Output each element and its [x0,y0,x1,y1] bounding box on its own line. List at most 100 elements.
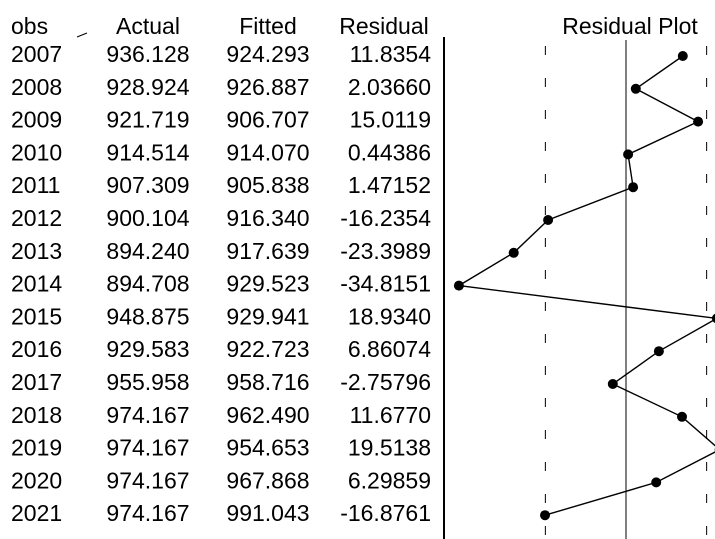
fitted-cell: 954.653 [226,435,309,461]
header-residual: Residual [339,13,429,39]
actual-cell: 900.104 [106,205,189,231]
obs-cell: 2008 [11,74,62,100]
fitted-cell: 924.293 [226,41,309,67]
residual-cell: 2.03660 [348,74,431,100]
actual-cell: 948.875 [106,303,189,329]
actual-cell: 974.167 [106,467,189,493]
residual-point [651,477,662,488]
obs-cell: 2021 [11,500,62,526]
residual-cell: -16.2354 [340,205,431,231]
obs-cell: 2020 [11,467,62,493]
fitted-cell: 905.838 [226,172,309,198]
header-obs: obs [11,13,48,39]
actual-cell: 907.309 [106,172,189,198]
residual-cell: 15.0119 [350,107,431,133]
residual-point [628,182,639,193]
fitted-cell: 917.639 [226,238,309,264]
residual-point [543,215,554,225]
actual-cell: 955.958 [106,369,189,395]
obs-cell: 2011 [11,172,60,198]
residual-point [693,116,704,127]
fitted-cell: 929.941 [226,303,309,329]
table-rows: 2007 936.128 924.293 11.8354 2008 928.924 926.… [11,41,431,526]
obs-cell: 2019 [11,435,62,461]
table-row: 2013 894.240 917.639 -23.3989 [11,238,431,264]
table-row: 2014 894.708 929.523 -34.8151 [11,271,431,297]
residual-cell: 1.47152 [348,172,431,198]
table-row: 2021 974.167 991.043 -16.8761 [11,500,431,526]
table-row: 2016 929.583 922.723 6.86074 [11,336,431,362]
actual-cell: 921.719 [106,107,189,133]
table-row: 2017 955.958 958.716 -2.75796 [11,369,431,395]
obs-cell: 2013 [11,238,62,264]
residual-point [677,51,688,61]
residual-cell: -34.8151 [340,271,431,297]
residual-cell: 18.9340 [348,303,431,329]
fitted-cell: 916.340 [226,205,309,231]
header-actual: Actual [116,13,180,39]
table-row: 2007 936.128 924.293 11.8354 [11,41,431,67]
residual-point [711,313,715,324]
residual-point [630,83,641,94]
obs-cell: 2015 [11,303,62,329]
fitted-cell: 914.070 [226,139,309,165]
residual-cell: 11.8354 [350,41,432,67]
actual-cell: 894.708 [106,271,189,297]
actual-cell: 928.924 [106,74,189,100]
fitted-cell: 962.490 [226,402,309,428]
actual-cell: 914.514 [106,139,189,165]
table-row: 2018 974.167 962.490 11.6770 [11,402,431,428]
obs-cell: 2017 [11,369,62,395]
obs-cell: 2012 [11,205,62,231]
residual-cell: 11.6770 [350,402,431,428]
residual-cell: 6.86074 [348,336,431,362]
fitted-cell: 967.868 [226,467,309,493]
table-row: 2015 948.875 929.941 18.9340 [11,303,431,329]
residual-series-line [456,55,715,516]
actual-cell: 974.167 [106,435,189,461]
residual-cell: 0.44386 [348,139,431,165]
actual-cell: 974.167 [106,500,189,526]
fitted-cell: 958.716 [226,369,309,395]
table-row: 2019 974.167 954.653 19.5138 [11,435,431,461]
table-row: 2020 974.167 967.868 6.29859 [11,467,431,493]
obs-cell: 2018 [11,402,62,428]
actual-cell: 936.128 [106,41,189,67]
obs-cell: 2007 [11,41,62,67]
obs-cell: 2010 [11,139,62,165]
actual-cell: 974.167 [106,402,189,428]
residual-point [540,510,550,521]
residual-point [607,379,618,389]
header-fitted: Fitted [239,13,297,39]
actual-cell: 929.583 [106,336,189,362]
obs-cell: 2014 [11,271,62,297]
header-tick-mark [76,32,88,38]
residual-cell: -16.8761 [340,500,431,526]
residual-point [653,346,664,357]
table-row: 2008 928.924 926.887 2.03660 [11,74,431,100]
chart-title: Residual Plot [562,13,698,39]
residual-plot [453,40,715,539]
actual-cell: 894.240 [106,238,189,264]
residual-cell: 19.5138 [348,435,431,461]
residual-cell: -23.3989 [340,238,431,264]
residual-point [677,411,687,422]
residual-point [623,149,634,160]
residual-table: obs Actual Fitted Residual Residual Plot… [11,13,698,539]
residual-cell: 6.29859 [348,467,431,493]
obs-cell: 2009 [11,107,62,133]
table-row: 2011 907.309 905.838 1.47152 [11,172,431,198]
table-row: 2012 900.104 916.340 -16.2354 [11,205,431,231]
fitted-cell: 906.707 [226,107,309,133]
fitted-cell: 926.887 [226,74,309,100]
fitted-cell: 991.043 [226,500,309,526]
table-row: 2010 914.514 914.070 0.44386 [11,139,431,165]
table-row: 2009 921.719 906.707 15.0119 [11,107,431,133]
fitted-cell: 929.523 [226,271,309,297]
residual-cell: -2.75796 [340,369,431,395]
obs-cell: 2016 [11,336,62,362]
fitted-cell: 922.723 [226,336,309,362]
residual-point [508,247,519,258]
residual-point [453,280,464,291]
